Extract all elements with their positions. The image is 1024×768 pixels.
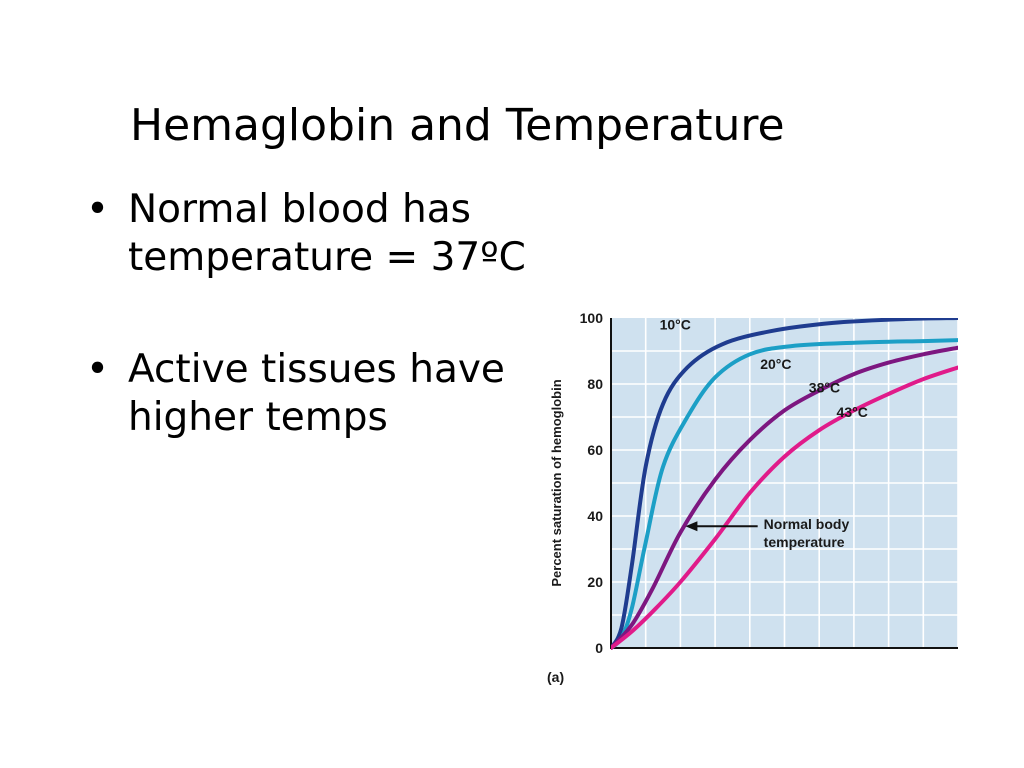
curve-label: 38°C — [809, 379, 840, 395]
annotation-line: temperature — [764, 534, 845, 550]
bullet-marker: • — [86, 187, 110, 232]
curve-10c — [611, 318, 958, 650]
annotation-arrow-head — [685, 521, 698, 532]
curve-38c — [611, 345, 958, 650]
y-tick-label: 20 — [587, 574, 603, 590]
bullet-marker: • — [86, 347, 110, 392]
annotation-label: Normal body temperature — [764, 516, 850, 550]
y-tick-label: 100 — [580, 310, 604, 326]
curve-43c — [611, 365, 958, 650]
curve-label: 43°C — [837, 404, 868, 420]
y-tick-label: 0 — [595, 640, 603, 656]
panel-label: (a) — [547, 669, 564, 685]
y-tick-label: 60 — [587, 442, 603, 458]
curve-20c — [611, 338, 958, 650]
oxygen-dissociation-figure: 0 20 40 60 80 100 Percent saturation of hemogl… — [535, 300, 975, 700]
chart-svg: 0 20 40 60 80 100 Percent saturation of hemogl… — [547, 310, 959, 685]
y-axis-label: Percent saturation of hemoglobin — [549, 379, 564, 586]
bullet-text: Active tissues have higher temps — [128, 347, 505, 440]
bullet-item: • Active tissues have higher temps — [86, 346, 546, 442]
bullet-list: • Normal blood has temperature = 37ºC • … — [86, 186, 546, 442]
bullet-item: • Normal blood has temperature = 37ºC — [86, 186, 546, 282]
annotation-line: Normal body — [764, 516, 850, 532]
y-tick-label: 40 — [587, 508, 603, 524]
bullet-text: Normal blood has temperature = 37ºC — [128, 187, 526, 280]
slide-title: Hemaglobin and Temperature — [130, 100, 785, 151]
curve-label: 20°C — [760, 356, 791, 372]
curve-label: 10°C — [660, 317, 691, 333]
y-tick-label: 80 — [587, 376, 603, 392]
